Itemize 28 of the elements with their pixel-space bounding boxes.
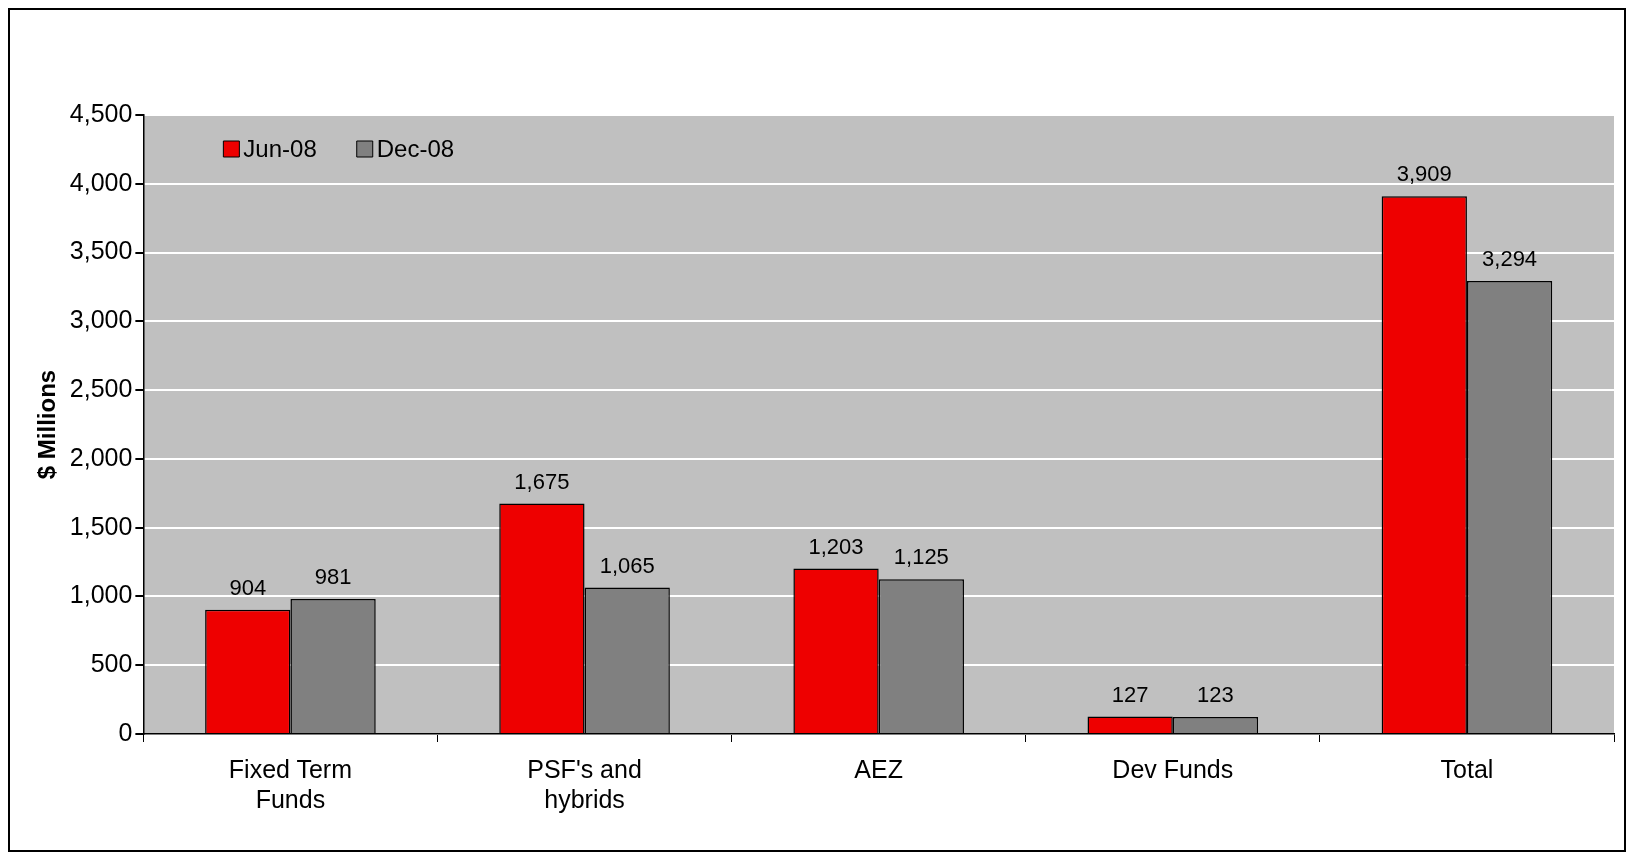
data-label: 1,065 (599, 552, 655, 578)
y-tick-label: 1,000 (69, 580, 133, 609)
data-label: 123 (1197, 682, 1234, 708)
data-label: 127 (1111, 681, 1149, 707)
y-tick-label: 3,000 (69, 305, 133, 334)
x-tick-label: PSF's and hybrids (527, 754, 642, 813)
legend-label: Dec-08 (376, 134, 455, 162)
data-label: 3,294 (1482, 245, 1538, 271)
legend-label: Jun-08 (243, 134, 317, 162)
y-tick-label: 2,000 (69, 442, 133, 471)
x-tick-label: Dev Funds (1112, 754, 1234, 783)
x-tick-label: Fixed Term Funds (228, 754, 353, 813)
data-label: 3,909 (1396, 161, 1452, 187)
data-label: 1,203 (808, 533, 864, 559)
data-label: 981 (314, 564, 352, 590)
y-tick-label: 1,500 (69, 511, 133, 540)
y-tick-label: 500 (90, 649, 133, 678)
y-axis-title: $ Millions (33, 369, 61, 480)
x-tick-label: AEZ (854, 754, 903, 783)
y-tick-label: 3,500 (69, 236, 133, 265)
y-tick-label: 0 (118, 717, 133, 746)
y-tick-label: 2,500 (69, 374, 133, 402)
data-label: 1,675 (514, 468, 570, 494)
data-label: 904 (229, 574, 267, 600)
y-tick-label: 4,500 (69, 98, 133, 127)
x-tick-label: Total (1440, 754, 1494, 783)
y-tick-label: 4,000 (69, 167, 133, 196)
data-label: 1,125 (893, 544, 949, 570)
